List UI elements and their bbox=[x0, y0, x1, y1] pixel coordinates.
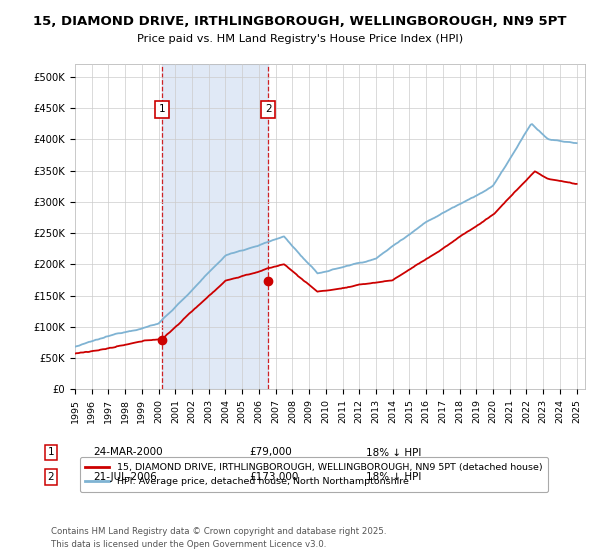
Text: 1: 1 bbox=[159, 104, 166, 114]
Text: 2: 2 bbox=[265, 104, 271, 114]
Legend: 15, DIAMOND DRIVE, IRTHLINGBOROUGH, WELLINGBOROUGH, NN9 5PT (detached house), HP: 15, DIAMOND DRIVE, IRTHLINGBOROUGH, WELL… bbox=[80, 458, 548, 492]
Text: 18% ↓ HPI: 18% ↓ HPI bbox=[366, 447, 421, 458]
Text: £173,000: £173,000 bbox=[249, 472, 298, 482]
Text: 15, DIAMOND DRIVE, IRTHLINGBOROUGH, WELLINGBOROUGH, NN9 5PT: 15, DIAMOND DRIVE, IRTHLINGBOROUGH, WELL… bbox=[33, 15, 567, 28]
Text: 24-MAR-2000: 24-MAR-2000 bbox=[93, 447, 163, 458]
Text: 21-JUL-2006: 21-JUL-2006 bbox=[93, 472, 157, 482]
Text: £79,000: £79,000 bbox=[249, 447, 292, 458]
Text: Contains HM Land Registry data © Crown copyright and database right 2025.
This d: Contains HM Land Registry data © Crown c… bbox=[51, 528, 386, 549]
Text: Price paid vs. HM Land Registry's House Price Index (HPI): Price paid vs. HM Land Registry's House … bbox=[137, 34, 463, 44]
Text: 18% ↓ HPI: 18% ↓ HPI bbox=[366, 472, 421, 482]
Text: 1: 1 bbox=[47, 447, 55, 458]
Text: 2: 2 bbox=[47, 472, 55, 482]
Bar bbox=[162, 64, 268, 389]
